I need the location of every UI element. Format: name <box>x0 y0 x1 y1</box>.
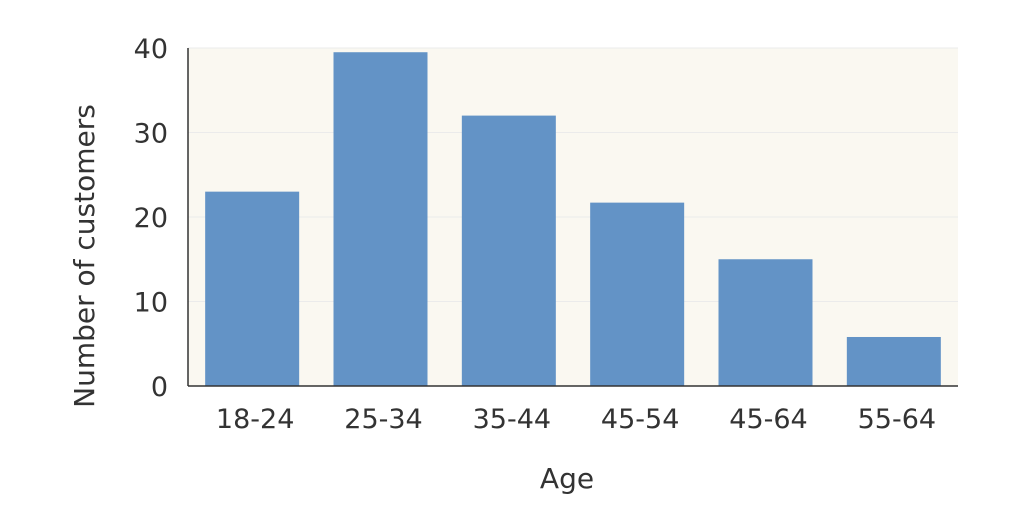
y-tick-label: 40 <box>134 34 168 65</box>
x-tick-label: 55-64 <box>858 404 936 435</box>
bar-18-24 <box>205 191 300 386</box>
axes <box>187 48 958 387</box>
bars <box>205 52 941 386</box>
y-tick-label: 20 <box>134 203 168 234</box>
x-tick-label: 18-24 <box>216 404 294 435</box>
gridlines <box>188 47 958 302</box>
x-tick-label: 45-54 <box>601 404 679 435</box>
y-tick-label: 10 <box>134 288 168 319</box>
y-tick-labels: 0 10 20 30 40 <box>134 34 168 403</box>
x-tick-label: 25-34 <box>344 404 422 435</box>
x-axis-title: Age <box>540 462 594 495</box>
y-tick-label: 0 <box>151 372 168 403</box>
x-tick-label: 45-64 <box>729 404 807 435</box>
bar-55-64 <box>846 336 941 386</box>
bar-45-64 <box>718 259 813 386</box>
y-tick-label: 30 <box>134 119 168 150</box>
bar-35-44 <box>461 115 556 386</box>
bar-25-34 <box>333 52 428 386</box>
x-tick-labels: 18-24 25-34 35-44 45-54 45-64 55-64 <box>216 404 936 435</box>
x-tick-label: 35-44 <box>473 404 551 435</box>
y-axis-title: Number of customers <box>68 104 101 408</box>
bar-45-54 <box>590 202 685 386</box>
